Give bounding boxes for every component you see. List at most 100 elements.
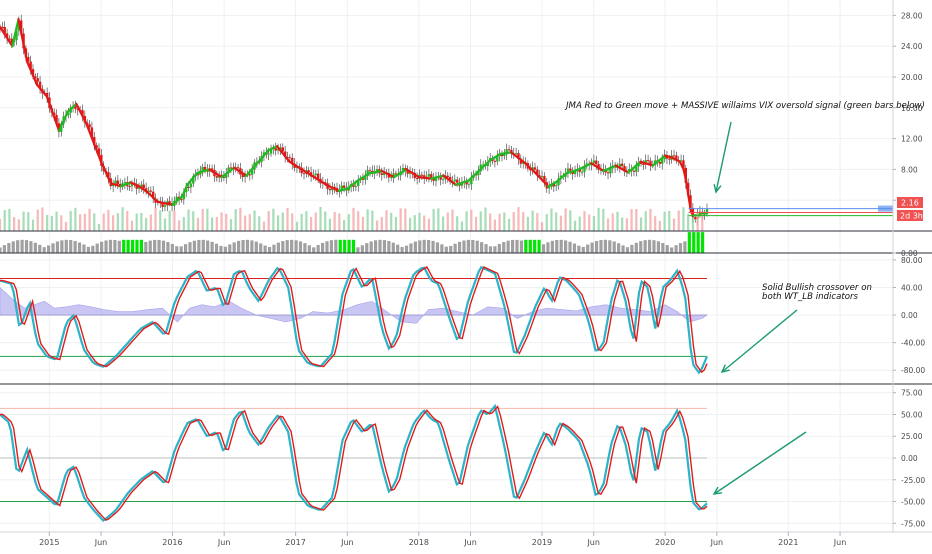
- volume-bar: [663, 211, 666, 231]
- vix-bar: [47, 245, 51, 253]
- vix-bar: [444, 246, 448, 253]
- vix-bar: [7, 243, 11, 253]
- jma-segment: [627, 160, 642, 174]
- volume-bar: [140, 212, 143, 231]
- jma-segment: [368, 169, 383, 175]
- price-candle: [20, 20, 23, 34]
- vix-bar: [630, 244, 634, 253]
- volume-bar: [687, 213, 690, 231]
- vix-bar: [201, 239, 205, 253]
- price-candle: [5, 33, 9, 39]
- price-candle: [689, 195, 692, 208]
- jma-segment: [479, 159, 492, 171]
- vix-bar: [396, 244, 400, 253]
- volume-bar: [470, 209, 473, 231]
- vix-bar: [91, 245, 95, 253]
- vix-bar: [312, 247, 316, 253]
- price-candle: [632, 170, 636, 172]
- volume-bar: [427, 218, 431, 231]
- vix-bar: [700, 232, 705, 253]
- volume-bar: [154, 207, 157, 231]
- jma-segment: [109, 182, 122, 188]
- price-candle: [168, 201, 171, 204]
- volume-bar: [352, 207, 355, 231]
- vix-bar: [537, 239, 541, 253]
- jma-segment: [639, 160, 654, 167]
- volume-bar: [192, 211, 195, 231]
- volume-bar: [460, 221, 464, 231]
- vix-bar: [369, 241, 373, 253]
- volume-bar: [74, 207, 77, 231]
- vix-bar: [546, 242, 550, 253]
- price-candle: [95, 145, 98, 149]
- price-candle: [595, 160, 598, 164]
- volume-bar: [149, 214, 152, 231]
- volume-bar: [347, 214, 350, 231]
- volume-bar: [474, 216, 478, 231]
- price-candle: [67, 112, 70, 116]
- wavetrend-pane-2: [0, 403, 708, 522]
- jma-segment: [186, 172, 199, 186]
- jma-segment: [92, 141, 103, 163]
- price-candle: [74, 106, 77, 109]
- price-candle: [36, 78, 39, 82]
- jma-segment: [664, 154, 674, 159]
- price-candle: [406, 170, 409, 174]
- price-candle: [675, 155, 678, 161]
- volume-bar: [517, 207, 520, 231]
- vix-bar: [670, 247, 674, 253]
- volume-bar: [276, 215, 280, 231]
- x-tick-label: Jun: [710, 538, 724, 547]
- vix-bar: [20, 239, 24, 253]
- volume-bar: [182, 217, 185, 231]
- volume-bar: [621, 217, 624, 231]
- vix-bar: [263, 245, 267, 253]
- price-candle: [149, 190, 153, 192]
- volume-bar: [201, 209, 204, 231]
- jma-segment: [181, 183, 189, 198]
- volume-bar: [489, 213, 492, 231]
- price-candle: [672, 155, 676, 157]
- x-tick-label: 2015: [39, 538, 59, 547]
- price-candle: [552, 183, 556, 187]
- jma-segment: [498, 151, 513, 156]
- volume-bar: [550, 208, 553, 231]
- volume-bar: [658, 220, 661, 231]
- vix-bar: [338, 239, 342, 253]
- jma-segment: [156, 200, 174, 206]
- jma-segment: [684, 179, 690, 198]
- jma-segment: [17, 18, 29, 63]
- vix-bar: [449, 245, 453, 253]
- vix-bar: [161, 240, 166, 253]
- volume-bar: [116, 213, 119, 231]
- vix-bar: [325, 241, 329, 253]
- vix-bar: [435, 242, 440, 253]
- volume-bar: [484, 207, 487, 231]
- wt1-slow-line: [0, 266, 708, 374]
- price-candle: [505, 149, 508, 155]
- volume-bar: [239, 207, 242, 231]
- wt2-y-tick-label: 75.00: [901, 389, 923, 398]
- price-candle: [503, 154, 506, 157]
- vix-bar: [643, 240, 647, 253]
- price-candle: [236, 167, 240, 169]
- price-candle: [390, 176, 393, 178]
- wt1-y-tick-label: 80.00: [901, 256, 923, 265]
- volume-bar: [564, 208, 567, 231]
- price-candle: [566, 168, 570, 174]
- vix-bar: [471, 239, 475, 253]
- vix-y-tick-label: 0.00: [901, 249, 918, 258]
- jma-segment: [75, 102, 88, 125]
- vix-bar: [100, 241, 104, 253]
- price-candle: [107, 172, 110, 179]
- price-candle: [324, 182, 327, 184]
- jma-segment: [0, 25, 14, 48]
- vix-bar: [272, 244, 276, 253]
- price-candle: [276, 149, 280, 151]
- price-candle: [222, 176, 226, 178]
- mid-annotation-line1: Solid Bullish crossover on: [762, 283, 872, 293]
- vix-bar: [294, 240, 298, 253]
- volume-bar: [361, 216, 365, 231]
- vix-bar: [493, 246, 497, 253]
- vix-bar: [550, 240, 554, 253]
